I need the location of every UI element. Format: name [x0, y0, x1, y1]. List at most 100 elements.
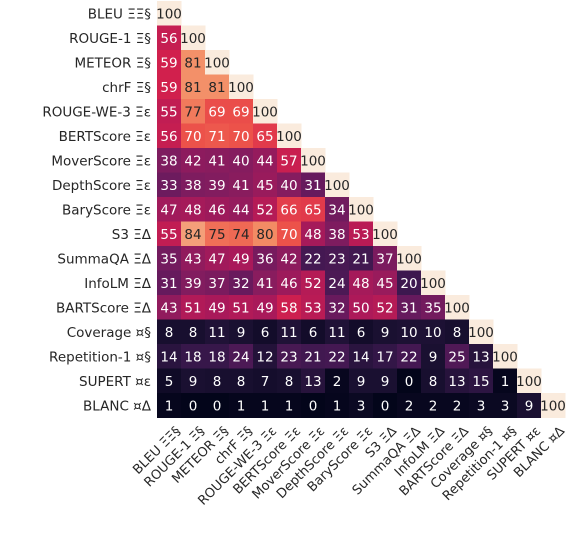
heatmap-cell — [157, 221, 182, 247]
heatmap-cell — [181, 319, 206, 345]
heatmap-cell — [229, 148, 254, 173]
heatmap-cell-value: 6 — [357, 325, 366, 341]
heatmap-cell-value: 84 — [184, 227, 201, 243]
heatmap-cell-value: 23 — [328, 251, 345, 267]
heatmap-cell — [157, 368, 182, 394]
heatmap-cell — [229, 99, 254, 124]
heatmap-cell — [253, 368, 278, 394]
heatmap-cell-value: 40 — [280, 178, 297, 194]
heatmap-cell — [349, 221, 374, 247]
heatmap-cell-value: 100 — [324, 178, 350, 194]
heatmap-cell — [301, 148, 326, 173]
heatmap-cell — [373, 344, 398, 369]
heatmap-cell-value: 49 — [232, 251, 249, 267]
heatmap-cell — [181, 295, 206, 320]
heatmap-cell — [157, 270, 182, 296]
heatmap-cell — [277, 221, 302, 247]
row-label: SUPERT ¤ε — [79, 374, 151, 390]
heatmap-cell — [493, 368, 518, 394]
row-labels: BLEU ΞΞ§ ROUGE-1 Ξ§ METEOR Ξ§ chrF Ξ§ ROUGE-… — [42, 6, 151, 414]
heatmap-cell-value: 22 — [328, 349, 345, 365]
heatmap-cell-value: 10 — [424, 325, 441, 341]
heatmap-cell-value: 100 — [276, 129, 302, 145]
heatmap-cell — [181, 74, 206, 100]
heatmap-cell — [157, 148, 182, 173]
heatmap-cell — [253, 270, 278, 296]
heatmap-cell — [397, 344, 422, 369]
heatmap-cell-value: 1 — [501, 374, 510, 390]
heatmap-cell — [325, 393, 350, 418]
heatmap-cell-value: 22 — [304, 251, 321, 267]
heatmap-cell — [301, 295, 326, 320]
heatmap-cell — [253, 99, 278, 124]
heatmap-cell — [253, 344, 278, 369]
heatmap-cell — [157, 172, 182, 198]
heatmap-cell — [181, 270, 206, 296]
heatmap-cell-value: 56 — [160, 129, 177, 145]
heatmap-cell-value: 22 — [400, 349, 417, 365]
row-label: ROUGE-1 Ξ§ — [69, 31, 151, 47]
heatmap-cell-value: 46 — [280, 276, 297, 292]
heatmap-cell-value: 43 — [160, 300, 177, 316]
heatmap-cell-value: 100 — [204, 55, 230, 71]
heatmap-cell-value: 0 — [189, 398, 198, 414]
heatmap-cell-value: 100 — [252, 104, 278, 120]
heatmap-cell-value: 80 — [256, 227, 273, 243]
heatmap-cell — [277, 123, 302, 149]
heatmap-cell-value: 70 — [232, 129, 249, 145]
heatmap-cell-value: 49 — [256, 300, 273, 316]
heatmap-cell — [181, 123, 206, 149]
heatmap-cell — [325, 344, 350, 369]
heatmap-cell — [301, 221, 326, 247]
heatmap-cell — [181, 148, 206, 173]
heatmap-cell-value: 52 — [376, 300, 393, 316]
row-label: BaryScore Ξε — [62, 202, 151, 218]
heatmap-cell — [181, 197, 206, 222]
heatmap-cell-value: 11 — [280, 325, 297, 341]
heatmap-cell-value: 81 — [184, 55, 201, 71]
heatmap-cell-value: 9 — [381, 325, 390, 341]
heatmap-cell — [493, 393, 518, 418]
row-label: Repetition-1 ¤§ — [49, 349, 151, 365]
heatmap-cell-value: 9 — [357, 374, 366, 390]
heatmap-cell — [421, 393, 446, 418]
heatmap-cell — [157, 295, 182, 320]
row-label: SummaQA ΞΔ — [57, 251, 151, 267]
heatmap-cell — [253, 246, 278, 271]
heatmap-cell-value: 39 — [208, 178, 225, 194]
heatmap-cell — [181, 393, 206, 418]
heatmap-cell — [349, 197, 374, 222]
heatmap-cell-value: 39 — [184, 276, 201, 292]
heatmap-cell — [325, 246, 350, 271]
heatmap-cell-value: 33 — [160, 178, 177, 194]
heatmap-cell — [421, 368, 446, 394]
heatmap-cell-value: 0 — [381, 398, 390, 414]
heatmap-cell-value: 10 — [400, 325, 417, 341]
heatmap-cell — [181, 99, 206, 124]
heatmap-cell-value: 1 — [165, 398, 174, 414]
heatmap-cell-value: 31 — [304, 178, 321, 194]
heatmap-cell-value: 43 — [184, 251, 201, 267]
heatmap-cell-value: 53 — [304, 300, 321, 316]
heatmap-cell-value: 11 — [208, 325, 225, 341]
heatmap-cell — [397, 319, 422, 345]
heatmap-cell-value: 71 — [208, 129, 225, 145]
heatmap-cell — [157, 344, 182, 369]
heatmap-cell — [277, 368, 302, 394]
heatmap-cell-value: 47 — [160, 202, 177, 218]
heatmap-cell-value: 55 — [160, 227, 177, 243]
heatmap-cell-value: 81 — [208, 80, 225, 96]
heatmap-cell-value: 100 — [372, 227, 398, 243]
heatmap-cell — [493, 344, 518, 369]
heatmap-cell-value: 69 — [232, 104, 249, 120]
heatmap-cell-value: 11 — [328, 325, 345, 341]
heatmap-cell — [253, 123, 278, 149]
heatmap-cell — [397, 246, 422, 271]
heatmap-cell-value: 75 — [208, 227, 225, 243]
heatmap-cell — [229, 344, 254, 369]
heatmap-cell-value: 21 — [304, 349, 321, 365]
heatmap-cell-value: 81 — [184, 80, 201, 96]
heatmap-cell-value: 69 — [208, 104, 225, 120]
heatmap-cell-value: 8 — [237, 374, 246, 390]
heatmap-cell-value: 1 — [261, 398, 270, 414]
